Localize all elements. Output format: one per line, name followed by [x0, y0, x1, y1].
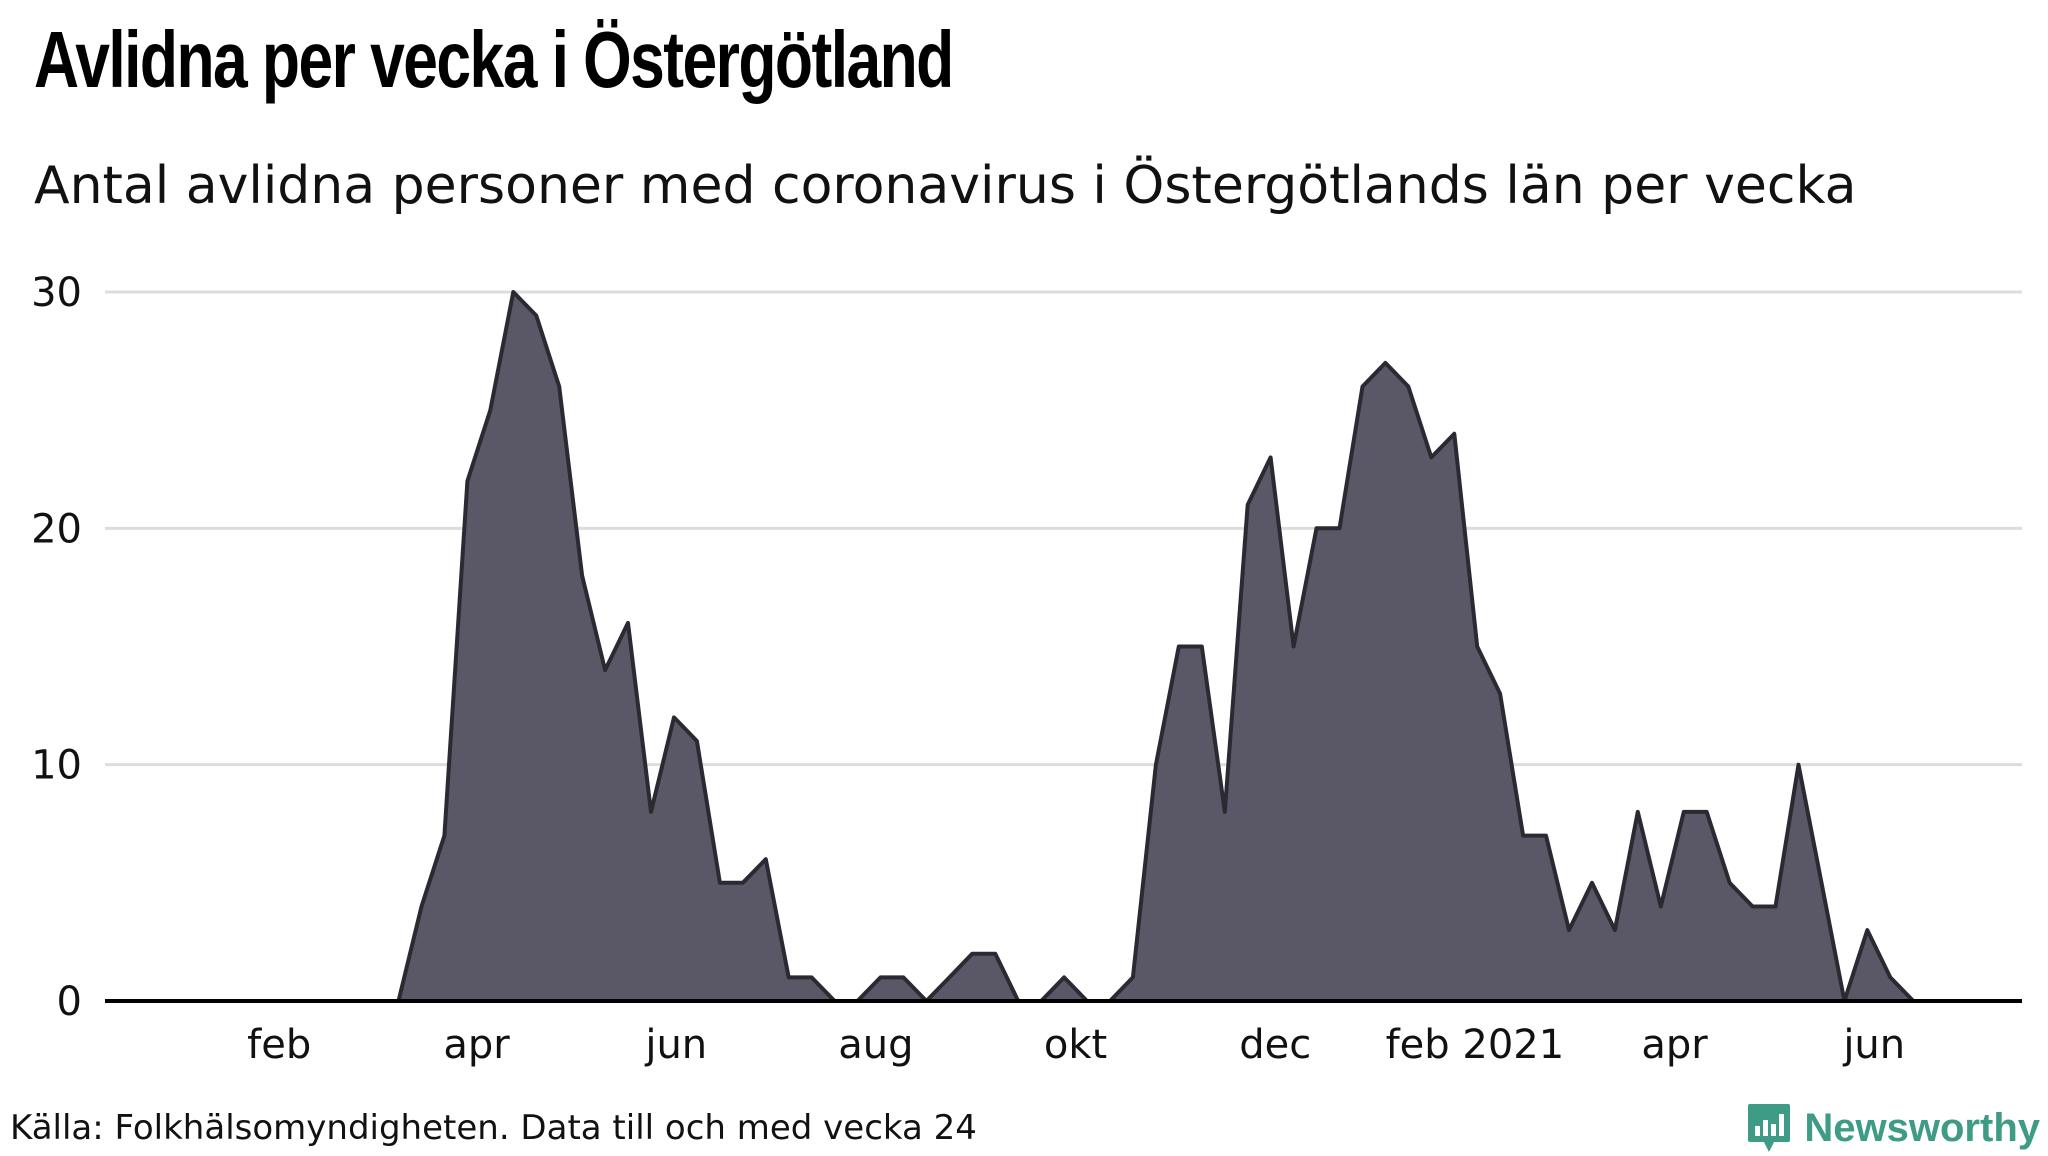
chart-title: Avlidna per vecka i Östergötland	[34, 15, 954, 104]
series-line	[192, 290, 1915, 1003]
series-layer	[105, 290, 2022, 1003]
y-axis-ticks: 0 10 20 30	[31, 270, 82, 1025]
x-tick-label: feb	[247, 1022, 311, 1068]
chart-subtitle: Antal avlidna personer med coronavirus i…	[34, 156, 1857, 216]
x-tick-label: okt	[1044, 1022, 1107, 1068]
bar-chart-icon	[1748, 1104, 1791, 1152]
x-tick-label: jun	[1842, 1022, 1905, 1068]
x-tick-label: apr	[443, 1022, 510, 1068]
gridlines	[105, 290, 2022, 767]
brand-name: Newsworthy	[1804, 1105, 2040, 1150]
x-tick-label: feb 2021	[1386, 1022, 1565, 1068]
source-note: Källa: Folkhälsomyndigheten. Data till o…	[10, 1108, 977, 1148]
x-axis-ticks: feb apr jun aug okt dec feb 2021 apr jun	[247, 1022, 1905, 1068]
x-tick-label: jun	[644, 1022, 707, 1068]
series-area	[192, 292, 1914, 1001]
y-tick-label: 20	[31, 506, 82, 552]
brand-logo[interactable]: Newsworthy	[1746, 1100, 2040, 1156]
y-tick-label: 10	[31, 743, 82, 789]
x-tick-label: dec	[1239, 1022, 1311, 1068]
x-tick-label: apr	[1641, 1022, 1708, 1068]
y-tick-label: 0	[57, 979, 82, 1025]
x-tick-label: aug	[838, 1022, 913, 1068]
y-tick-label: 30	[31, 270, 82, 316]
